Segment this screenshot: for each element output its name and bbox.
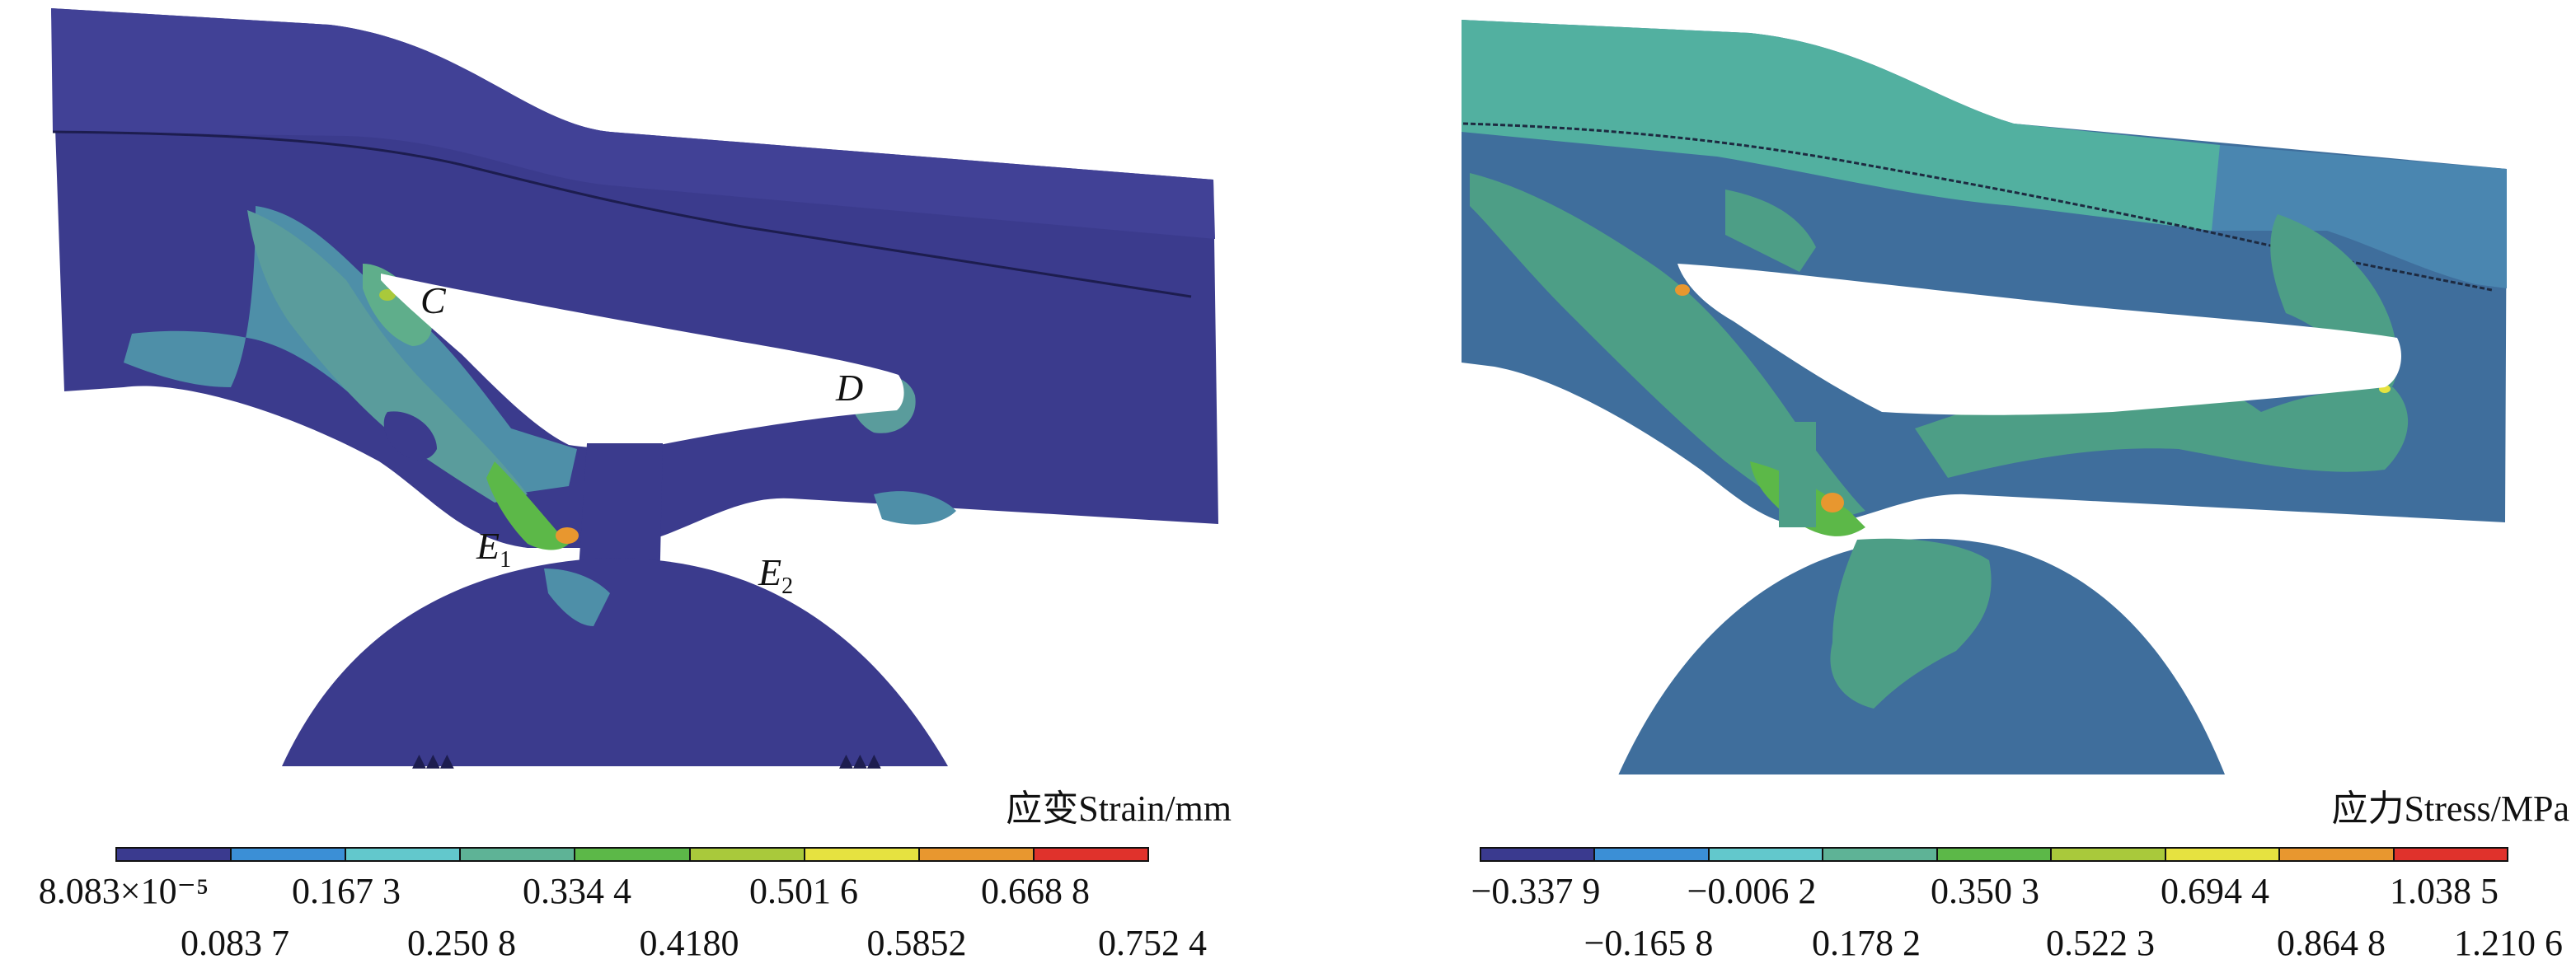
colorbar-segment: [461, 849, 576, 860]
strain-cutout-hole: [381, 274, 904, 448]
stress-vertical-post: [1779, 422, 1816, 527]
point-label-c: C: [420, 279, 446, 321]
stress-tick: 0.694 4: [2161, 871, 2269, 911]
strain-ticks-top: 8.083×10⁻⁵ 0.167 3 0.334 4 0.501 6 0.668…: [0, 873, 1288, 911]
strain-vertical-post: [577, 443, 663, 595]
colorbar-segment: [2394, 849, 2507, 860]
point-label-e2: E2: [758, 551, 794, 599]
strain-zone-e1: [486, 461, 569, 550]
colorbar-segment: [1034, 849, 1147, 860]
strain-tick: 0.4180: [639, 923, 739, 963]
stress-tick: 0.864 8: [2277, 923, 2386, 963]
stress-tick: −0.337 9: [1471, 871, 1601, 911]
strain-tick: 0.501 6: [749, 871, 858, 911]
strain-beam-body: [51, 8, 1218, 548]
stress-skin-right: [2212, 145, 2507, 288]
strain-tick: 0.5852: [866, 923, 967, 963]
strain-dome-patch: [544, 569, 610, 626]
stress-ticks-top: −0.337 9 −0.006 2 0.350 3 0.694 4 1.038 …: [1288, 873, 2576, 911]
point-label-e1: E1: [476, 525, 512, 573]
stress-panel: 应力Stress/MPa −0.337 9 −0.006 2 0.350 3 0…: [1288, 0, 2576, 978]
stress-tick: −0.006 2: [1687, 871, 1817, 911]
colorbar-segment: [2280, 849, 2395, 860]
stress-web-left: [1470, 173, 1865, 523]
stress-tick: 0.350 3: [1931, 871, 2039, 911]
strain-tick: 8.083×10⁻⁵: [38, 871, 209, 911]
strain-base-marks-right: ▲▲▲: [839, 751, 881, 771]
stress-dome-core: [1830, 538, 1992, 709]
strain-interface-line: [52, 130, 1192, 298]
stress-ticks-bottom: −0.165 8 0.178 2 0.522 3 0.864 8 1.210 6: [1288, 925, 2576, 963]
strain-hotspot-c: [379, 289, 396, 301]
colorbar-segment: [1709, 849, 1824, 860]
stress-colorbar: [1480, 847, 2508, 862]
stress-tick: 0.178 2: [1812, 923, 1921, 963]
strain-hotspot-e1: [556, 527, 579, 544]
colorbar-segment: [805, 849, 920, 860]
strain-tick: 0.083 7: [181, 923, 289, 963]
strain-tick: 0.334 4: [523, 871, 631, 911]
strain-support-dome: [282, 558, 948, 766]
colorbar-segment: [117, 849, 232, 860]
strain-top-skin: [51, 8, 1215, 239]
strain-base-marks-left: ▲▲▲: [412, 751, 454, 771]
colorbar-segment: [232, 849, 347, 860]
strain-zone-right-lower: [874, 491, 956, 525]
stress-tick: 1.210 6: [2454, 923, 2563, 963]
strain-zone-left-arm: [247, 210, 528, 503]
strain-colorbar: [115, 847, 1149, 862]
strain-contour-plot: ▲▲▲ ▲▲▲: [51, 8, 1218, 771]
stress-hotspot-c: [1675, 284, 1690, 296]
point-label-d: D: [836, 367, 864, 409]
strain-small-hole: [383, 411, 437, 461]
stress-interface-line: [1462, 122, 2493, 292]
stress-tick: 1.038 5: [2390, 871, 2499, 911]
strain-tick: 0.668 8: [981, 871, 1090, 911]
stress-legend-title: 应力Stress/MPa: [2331, 788, 2569, 829]
colorbar-segment: [690, 849, 805, 860]
stress-web-mid: [1725, 190, 1816, 272]
colorbar-segment: [1595, 849, 1710, 860]
colorbar-segment: [1937, 849, 2053, 860]
stress-hotspot-e1: [1821, 493, 1844, 512]
stress-contour-plot: [1462, 20, 2507, 774]
stress-tick: 0.522 3: [2046, 923, 2155, 963]
strain-legend-title: 应变Strain/mm: [1006, 788, 1232, 829]
strain-panel: ▲▲▲ ▲▲▲ C D E1 E2 应变Strain/mm 8.083×10⁻⁵…: [0, 8, 1288, 963]
colorbar-segment: [575, 849, 691, 860]
colorbar-segment: [1823, 849, 1938, 860]
colorbar-segment: [346, 849, 462, 860]
strain-tick: 0.250 8: [407, 923, 516, 963]
strain-zone-c: [363, 264, 432, 346]
stress-tick: −0.165 8: [1584, 923, 1714, 963]
strain-ticks-bottom: 0.083 7 0.250 8 0.4180 0.5852 0.752 4: [0, 925, 1288, 963]
colorbar-segment: [2165, 849, 2281, 860]
strain-tick: 0.167 3: [292, 871, 401, 911]
stress-cutout-hole: [1677, 264, 2401, 415]
colorbar-segment: [919, 849, 1035, 860]
colorbar-segment: [2052, 849, 2166, 860]
strain-tick: 0.752 4: [1098, 923, 1207, 963]
stress-top-skin: [1462, 20, 2229, 231]
colorbar-segment: [1481, 849, 1596, 860]
